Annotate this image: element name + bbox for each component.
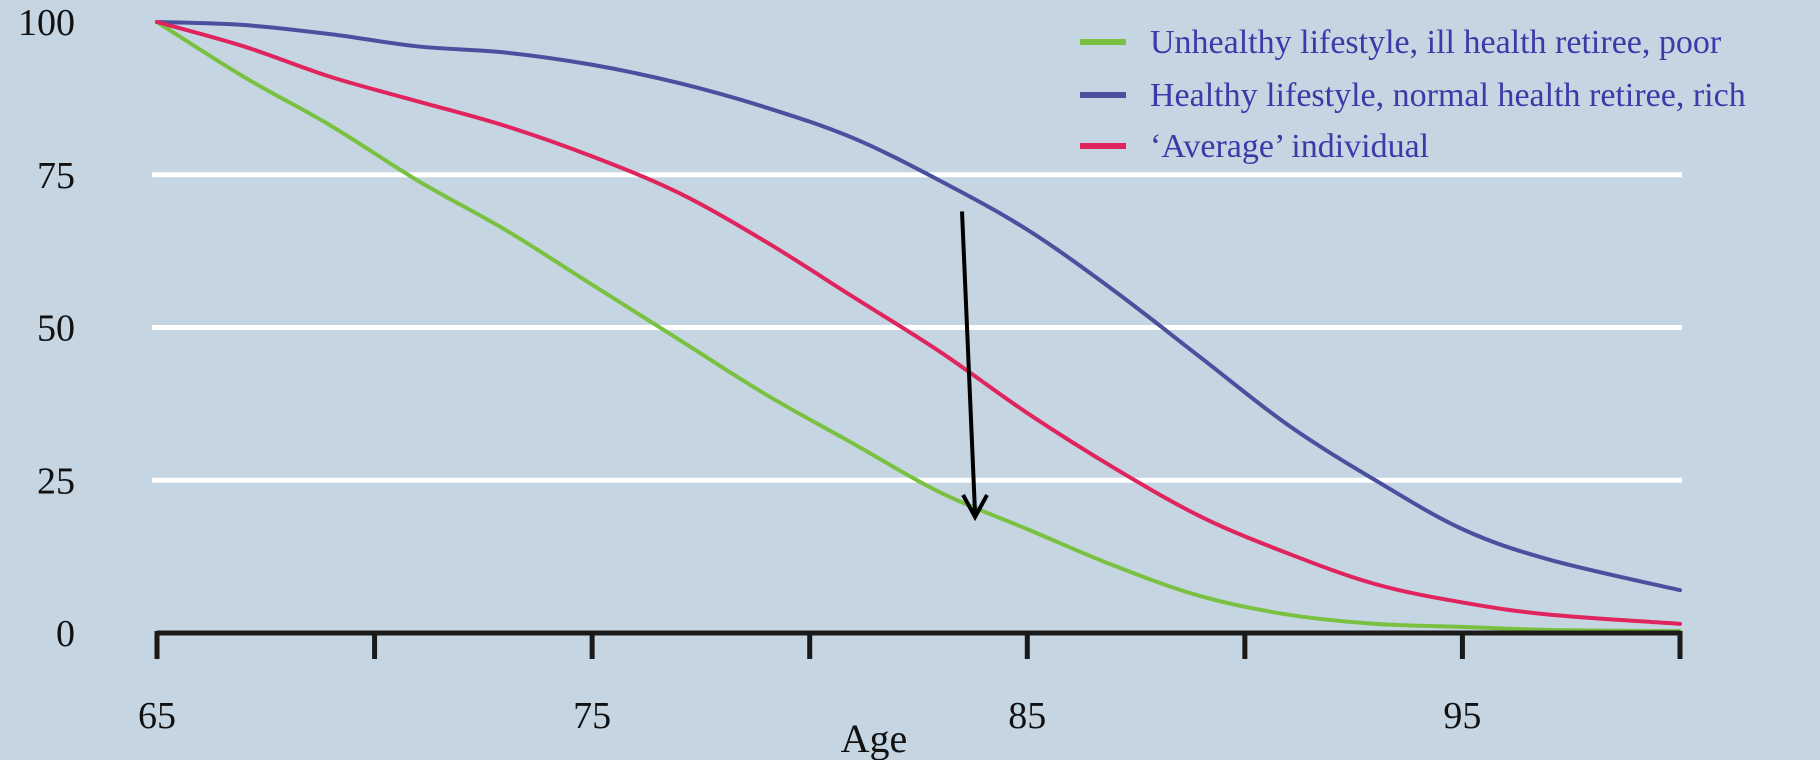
annotation-arrow (960, 211, 989, 522)
legend-label: Unhealthy lifestyle, ill health retiree,… (1150, 24, 1722, 61)
y-tick-label: 100 (18, 2, 75, 44)
y-tick-label: 75 (37, 155, 75, 197)
x-tick-labels: 65 75 85 95 (138, 695, 1481, 737)
gridlines (152, 172, 1682, 483)
x-tick-label: 95 (1443, 695, 1481, 737)
legend: Unhealthy lifestyle, ill health retiree,… (1080, 24, 1746, 165)
x-tick-label: 75 (573, 695, 611, 737)
series-line-1 (155, 20, 1682, 634)
x-tick-label: 65 (138, 695, 176, 737)
y-tick-labels: 0 25 50 75 100 (18, 2, 75, 655)
x-tick-label: 85 (1008, 695, 1046, 737)
legend-label: ‘Average’ individual (1150, 128, 1429, 165)
series-line-3 (155, 20, 1682, 626)
arrow-shaft (960, 211, 978, 514)
y-tick-label: 25 (37, 460, 75, 502)
x-axis (154, 630, 1683, 659)
y-tick-label: 50 (37, 308, 75, 350)
legend-label: Healthy lifestyle, normal health retiree… (1150, 77, 1746, 114)
y-tick-label: 0 (56, 613, 75, 655)
series-line-2 (155, 20, 1682, 593)
arrow-head (961, 493, 989, 522)
x-axis-title: Age (841, 716, 908, 760)
series-lines (155, 20, 1682, 634)
